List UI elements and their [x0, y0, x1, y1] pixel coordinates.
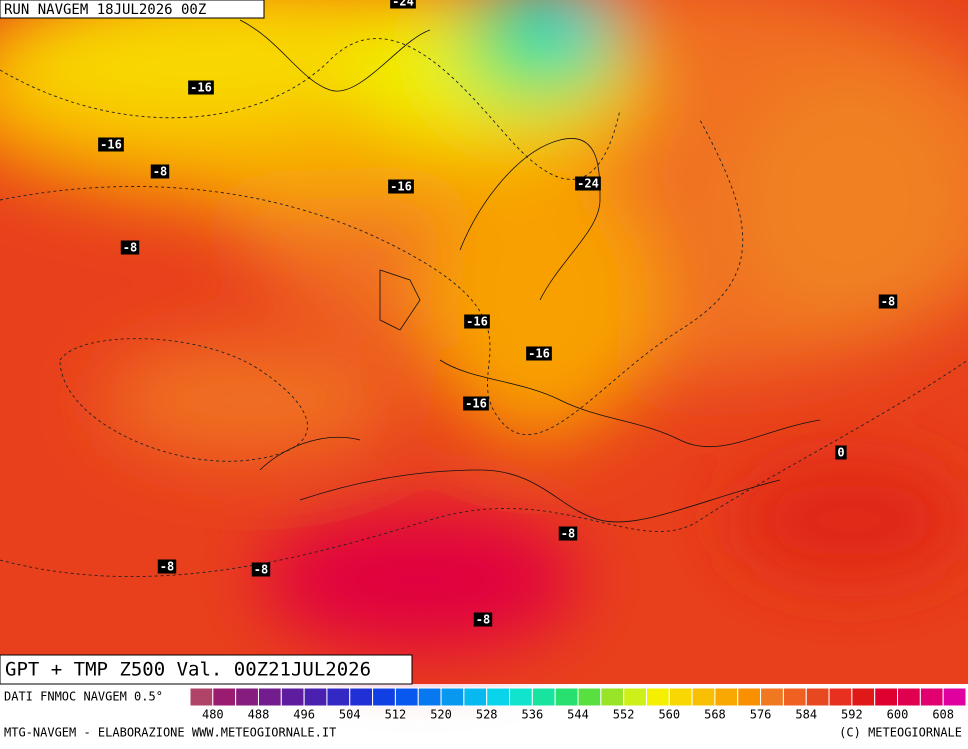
- colorbar-swatch: [942, 687, 967, 707]
- contour-label-box: [388, 179, 414, 194]
- colorbar-tick-label: 512: [385, 708, 407, 722]
- contour-label-box: [188, 80, 214, 95]
- contour-label-box: [251, 562, 271, 577]
- contour-label-box: [157, 559, 177, 574]
- map-title: GPT + TMP Z500 Val. 00Z21JUL2026: [5, 659, 371, 681]
- contour-label-box: [473, 612, 493, 627]
- colorbar-swatch: [623, 687, 647, 707]
- contour-label-box: [464, 314, 490, 329]
- colorbar-tick-label: 536: [522, 708, 544, 722]
- colorbar-swatch: [531, 687, 556, 707]
- colorbar-swatch: [851, 687, 876, 707]
- colorbar-swatch: [212, 687, 237, 707]
- colorbar-swatch: [417, 687, 442, 707]
- colorbar: 480 488 496 504 512 520 528 536 544 552 560 568 576 5…: [189, 687, 967, 722]
- colorbar-swatch: [235, 687, 259, 707]
- contour-label: -16: [190, 81, 212, 95]
- contour-label: -24: [577, 177, 599, 191]
- contour-label: -16: [390, 180, 412, 194]
- contour-label: -8: [476, 613, 490, 627]
- colorbar-swatch: [737, 687, 762, 707]
- colorbar-tick-label: 568: [704, 708, 726, 722]
- colorbar-swatch: [691, 687, 716, 707]
- footer-right: (C) METEOGIORNALE: [839, 726, 962, 740]
- colorbar-tick-label: 488: [248, 708, 270, 722]
- contour-label: -16: [466, 315, 488, 329]
- contour-label: -16: [465, 397, 487, 411]
- colorbar-tick-label: 584: [795, 708, 817, 722]
- colorbar-tick-label: 496: [293, 708, 315, 722]
- contour-label-box: [150, 164, 170, 179]
- colorbar-swatch: [554, 687, 579, 707]
- title-box: [0, 654, 413, 685]
- contour-label: -8: [123, 241, 137, 255]
- contour-label: -16: [528, 347, 550, 361]
- colorbar-swatch: [897, 687, 921, 707]
- colorbar-tick-label: 528: [476, 708, 498, 722]
- colorbar-swatch: [828, 687, 853, 707]
- contour-label-box: [878, 294, 898, 309]
- run-label: RUN NAVGEM 18JUL2026 00Z: [4, 2, 206, 18]
- colorbar-swatch: [372, 687, 396, 707]
- colorbar-swatch: [463, 687, 488, 707]
- colorbar-swatch: [577, 687, 602, 707]
- colorbar-swatch: [509, 687, 533, 707]
- colorbar-swatch: [668, 687, 693, 707]
- contour-label-box: [558, 526, 578, 541]
- colorbar-swatch: [349, 687, 374, 707]
- contour-label: -8: [561, 527, 575, 541]
- contour-label: -8: [160, 560, 174, 574]
- colorbar-swatch: [805, 687, 830, 707]
- contour-label: -24: [392, 0, 414, 9]
- colorbar-tick-label: 600: [887, 708, 909, 722]
- colorbar-tick-label: 592: [841, 708, 863, 722]
- colorbar-swatch: [394, 687, 419, 707]
- contour-label-box: [390, 0, 416, 9]
- colorbar-swatch: [280, 687, 305, 707]
- colorbar-tick-label: 576: [750, 708, 772, 722]
- colorbar-swatch: [189, 687, 214, 707]
- contour-label: -8: [153, 165, 167, 179]
- colorbar-swatch: [303, 687, 328, 707]
- contour-label: -8: [881, 295, 895, 309]
- colorbar-swatch: [257, 687, 282, 707]
- colorbar-tick-label: 560: [658, 708, 680, 722]
- contour-label-box: [120, 240, 140, 255]
- footer-left: MTG-NAVGEM - ELABORAZIONE WWW.METEOGIORN…: [4, 726, 336, 740]
- colorbar-tick-label: 504: [339, 708, 361, 722]
- colorbar-swatch: [760, 687, 784, 707]
- colorbar-tick-label: 520: [430, 708, 452, 722]
- colorbar-swatch: [486, 687, 511, 707]
- colorbar-swatch: [326, 687, 351, 707]
- colorbar-swatch: [919, 687, 944, 707]
- contour-label-box: [835, 445, 847, 460]
- colorbar-tick-label: 552: [613, 708, 635, 722]
- contour-label-box: [463, 396, 489, 411]
- contour-label: -8: [254, 563, 268, 577]
- contour-label: -16: [100, 138, 122, 152]
- contour-label-box: [575, 176, 601, 191]
- map-field: [0, 0, 968, 684]
- colorbar-swatch: [714, 687, 739, 707]
- contour-label-box: [526, 346, 552, 361]
- colorbar-swatch: [645, 687, 670, 707]
- colorbar-source: DATI FNMOC NAVGEM 0.5°: [4, 690, 163, 704]
- colorbar-swatch: [874, 687, 899, 707]
- contour-label: 0: [837, 446, 844, 460]
- colorbar-tick-label: 544: [567, 708, 589, 722]
- header-box: [0, 0, 265, 19]
- colorbar-swatch: [440, 687, 465, 707]
- contour-label-box: [98, 137, 124, 152]
- colorbar-swatch: [600, 687, 625, 707]
- colorbar-tick-label: 608: [932, 708, 954, 722]
- colorbar-swatch: [782, 687, 807, 707]
- colorbar-tick-label: 480: [202, 708, 224, 722]
